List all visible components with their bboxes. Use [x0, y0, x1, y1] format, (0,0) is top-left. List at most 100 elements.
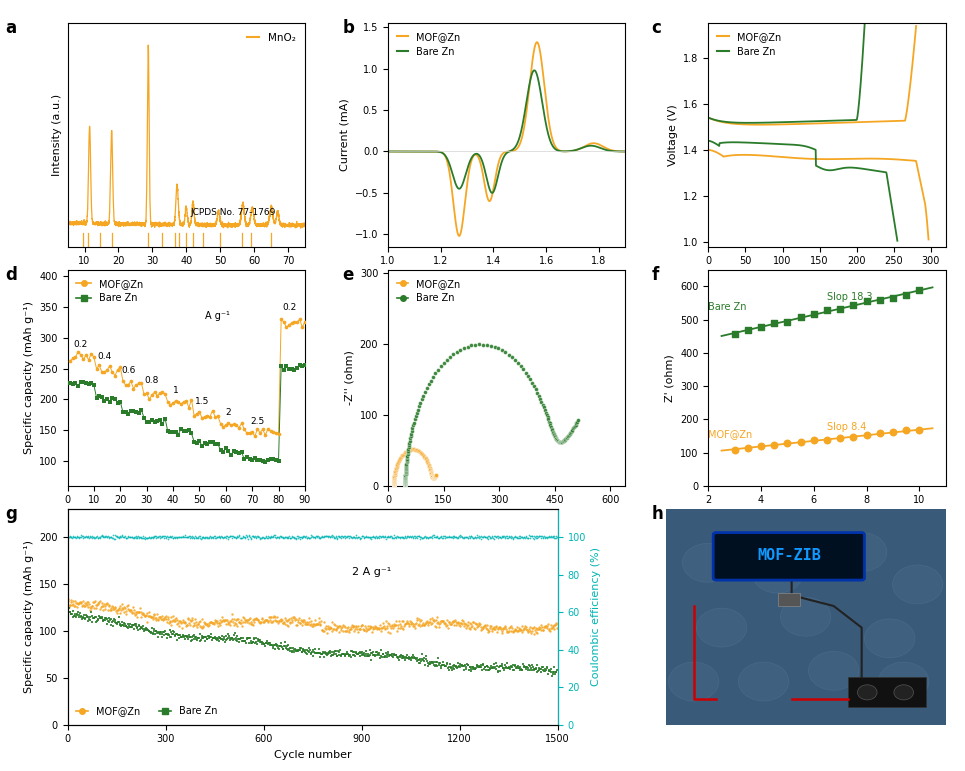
Point: [464, 665, 480, 677]
Point: [214, 615, 230, 628]
Point: [179, 630, 195, 642]
Point: [398, 467, 413, 480]
Point: [417, 652, 432, 665]
Point: [158, 628, 174, 640]
Point: [386, 620, 401, 632]
Legend: MOF@Zn, Bare Zn: MOF@Zn, Bare Zn: [713, 28, 785, 61]
Point: [484, 530, 500, 542]
Circle shape: [781, 598, 831, 636]
Point: [496, 622, 511, 635]
Point: [549, 530, 565, 543]
Point: [553, 436, 568, 448]
Point: [466, 662, 482, 674]
Point: [251, 530, 266, 542]
Point: [386, 480, 401, 492]
Point: [545, 530, 561, 543]
Point: [73, 531, 89, 544]
Point: [386, 480, 401, 492]
Point: [330, 530, 345, 543]
Point: [511, 662, 527, 674]
Point: [177, 631, 192, 643]
Point: [62, 606, 77, 618]
Point: [254, 531, 269, 544]
Point: [542, 665, 558, 677]
Point: [71, 532, 87, 544]
Point: [173, 530, 188, 543]
Point: [96, 531, 112, 544]
Point: [399, 455, 414, 467]
Point: [429, 531, 445, 544]
Point: [449, 661, 464, 673]
Point: [400, 451, 415, 463]
Point: [330, 621, 345, 634]
Point: [537, 530, 552, 543]
Point: [374, 621, 390, 634]
Point: [240, 631, 256, 644]
Point: [207, 616, 222, 628]
Point: [236, 611, 252, 624]
Point: [255, 455, 270, 467]
Point: [169, 614, 184, 626]
Point: [514, 626, 530, 638]
Point: [116, 617, 131, 629]
Point: [125, 623, 141, 635]
Point: [459, 658, 475, 670]
Point: [405, 443, 421, 456]
Point: [134, 530, 150, 543]
Point: [203, 631, 218, 643]
Point: [63, 599, 78, 611]
Point: [167, 530, 182, 543]
Point: [420, 655, 435, 667]
Point: [397, 480, 412, 492]
Point: [314, 648, 329, 661]
Point: [398, 479, 413, 491]
Point: [482, 621, 498, 634]
Point: [845, 299, 861, 311]
Point: [111, 531, 126, 544]
Point: [446, 662, 461, 675]
Point: [386, 480, 401, 492]
Point: [159, 616, 175, 628]
Point: [192, 530, 207, 542]
Point: [102, 604, 118, 616]
Point: [178, 629, 193, 641]
Point: [183, 427, 199, 439]
Point: [158, 531, 174, 544]
Point: [536, 664, 551, 676]
Point: [76, 609, 92, 621]
Point: [234, 417, 249, 429]
Point: [164, 530, 179, 542]
Point: [141, 531, 156, 544]
Point: [288, 644, 303, 656]
Point: [508, 354, 523, 366]
Point: [512, 664, 528, 676]
Point: [85, 595, 100, 608]
Point: [73, 529, 89, 541]
Point: [416, 618, 431, 631]
Point: [193, 533, 208, 545]
Point: [241, 530, 257, 542]
Point: [397, 480, 412, 492]
Point: [183, 614, 199, 627]
Point: [155, 530, 171, 542]
Point: [215, 633, 231, 645]
Point: [535, 621, 550, 633]
Point: [242, 531, 258, 544]
Point: [144, 622, 159, 635]
Point: [411, 618, 427, 630]
Point: [307, 647, 322, 659]
Point: [386, 479, 401, 491]
Point: [168, 613, 183, 625]
Point: [317, 530, 333, 543]
Point: [456, 617, 472, 629]
Point: [125, 532, 141, 544]
Point: [386, 480, 401, 492]
Point: [397, 480, 412, 492]
Point: [187, 612, 203, 625]
Point: [518, 366, 534, 379]
Point: [412, 533, 427, 545]
Point: [326, 645, 342, 658]
Point: [300, 618, 316, 630]
Text: 0.2: 0.2: [282, 303, 296, 312]
Point: [313, 646, 328, 658]
